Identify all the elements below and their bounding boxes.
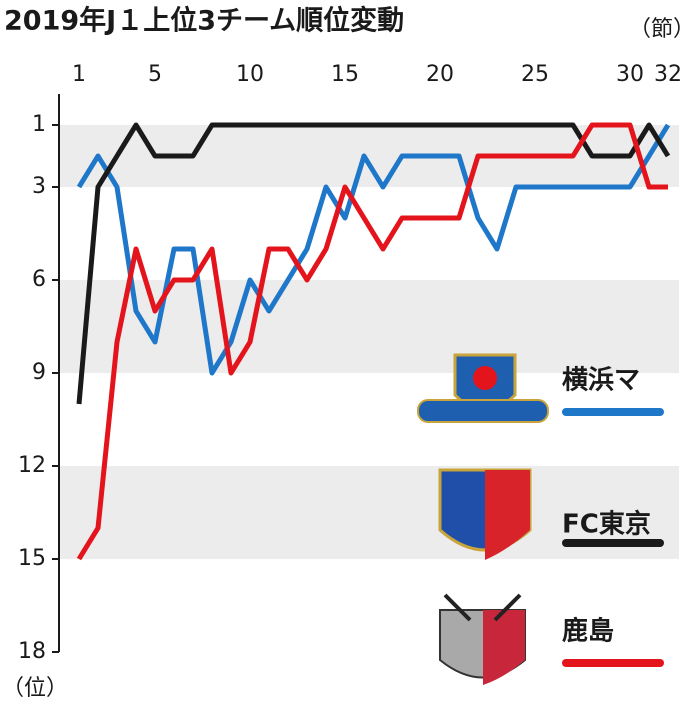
legend-label: 横浜マ: [562, 366, 640, 396]
series-line: [76, 122, 671, 405]
x-tick-label: 30: [616, 62, 644, 87]
y-tick-label: 1: [32, 112, 46, 137]
legend-label: FC東京: [562, 509, 651, 540]
logo: [439, 593, 526, 685]
x-tick-label: 20: [426, 62, 454, 87]
series-line: [76, 122, 668, 561]
x-tick-label: 10: [236, 62, 264, 87]
y-tick-label: 15: [18, 546, 46, 571]
y-tick-label: 12: [18, 453, 46, 478]
logo: [438, 468, 532, 560]
y-tick-label: 18: [18, 639, 46, 664]
x-tick-label: 25: [521, 62, 549, 87]
y-tick-label: 9: [32, 360, 46, 385]
x-tick-label: 5: [148, 62, 162, 87]
x-tick-label: 1: [72, 62, 86, 87]
x-axis-label: （節）: [629, 17, 695, 42]
y-axis-label: （位）: [2, 676, 68, 701]
legend-label: 鹿島: [562, 616, 614, 647]
x-tick-label: 32: [654, 62, 682, 87]
logo: [417, 353, 549, 423]
x-tick-label: 15: [331, 62, 359, 87]
chart-title: 2019年J１上位3チーム順位変動: [4, 5, 404, 37]
y-tick-label: 6: [32, 267, 46, 292]
y-tick-label: 3: [32, 174, 46, 199]
series-line: [76, 123, 671, 376]
